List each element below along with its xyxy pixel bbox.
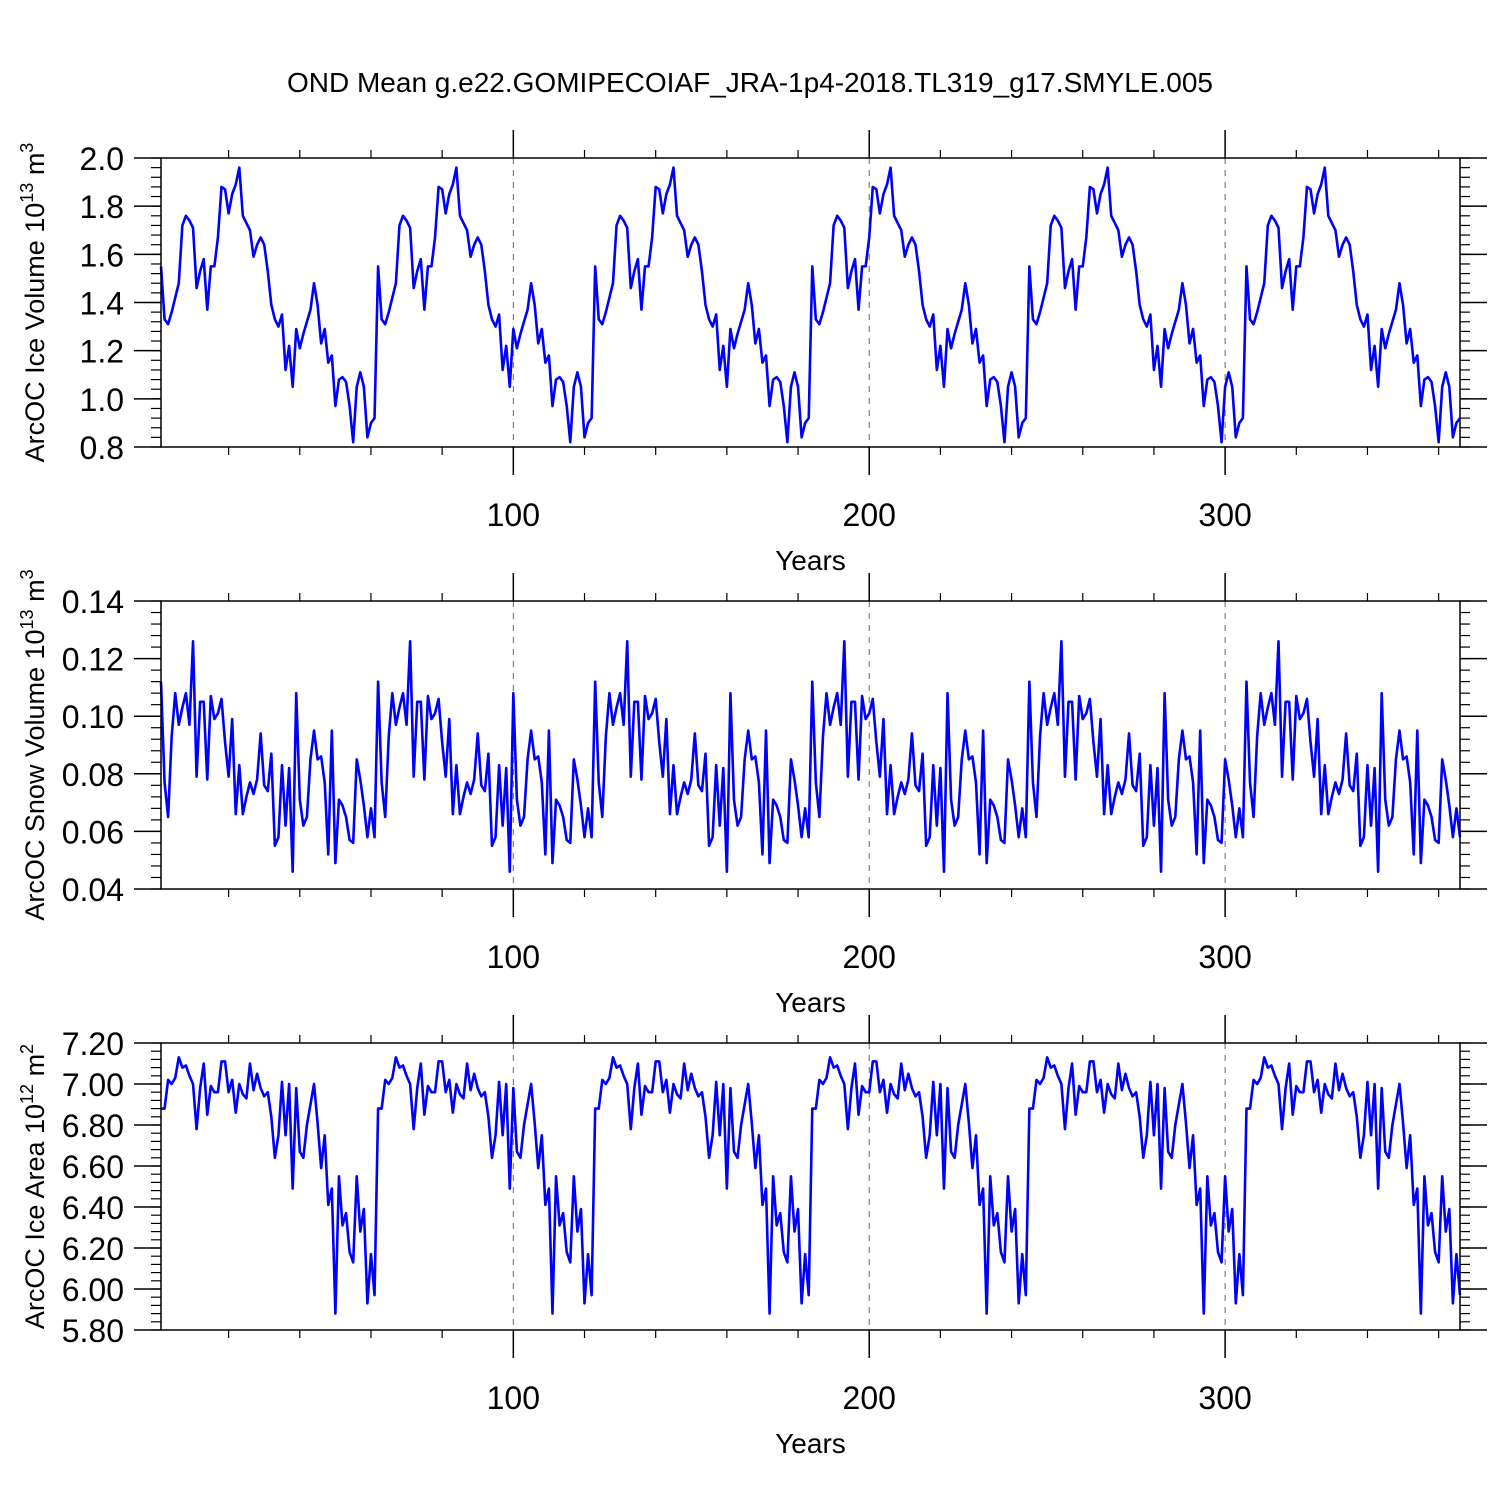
plot-frame — [160, 600, 1461, 890]
y-axis-unit-exponent: 13 — [17, 183, 37, 203]
y-tick-label: 0.08 — [62, 757, 124, 793]
x-tick-label: 300 — [1198, 497, 1251, 533]
y-axis-unit-exponent: 13 — [17, 609, 37, 629]
y-axis-title: ArcOC Ice Volume 1013 m3 — [17, 143, 50, 463]
y-tick-label: 6.80 — [62, 1108, 124, 1144]
y-tick-label: 0.8 — [80, 430, 124, 466]
y-tick-label: 1.8 — [80, 189, 124, 225]
series-line — [161, 1056, 1462, 1315]
y-tick-label: 0.06 — [62, 814, 124, 850]
x-tick-label: 200 — [843, 939, 896, 975]
y-axis-unit-power: 2 — [17, 1044, 37, 1054]
x-axis-title: Years — [775, 1428, 846, 1459]
x-tick-label: 300 — [1198, 1380, 1251, 1416]
x-tick-label: 300 — [1198, 939, 1251, 975]
y-axis-unit: m — [20, 1054, 50, 1084]
x-axis-title: Years — [775, 545, 846, 576]
x-tick-label: 100 — [487, 497, 540, 533]
y-tick-label: 0.12 — [62, 642, 124, 678]
y-axis-unit-power: 3 — [17, 569, 37, 579]
y-tick-label: 0.14 — [62, 584, 124, 620]
y-tick-label: 6.20 — [62, 1231, 124, 1267]
y-axis-unit: m — [20, 579, 50, 609]
y-axis-title: ArcOC Ice Area 1012 m2 — [17, 1044, 50, 1329]
y-axis-unit-power: 3 — [17, 143, 37, 153]
y-tick-label: 6.60 — [62, 1149, 124, 1185]
chart-panels: 100 200 300 0.8 1.0 1.2 1.4 1.6 1.8 2.0 Years ArcOC… — [17, 130, 1487, 1459]
x-tick-label: 100 — [487, 1380, 540, 1416]
x-tick-label: 200 — [843, 1380, 896, 1416]
x-axis-title: Years — [775, 987, 846, 1018]
y-tick-label: 7.20 — [62, 1026, 124, 1062]
y-tick-label: 6.40 — [62, 1190, 124, 1226]
figure-title: OND Mean g.e22.GOMIPECOIAF_JRA-1p4-2018.… — [287, 67, 1213, 98]
x-tick-label: 200 — [843, 497, 896, 533]
series-line — [159, 640, 1462, 874]
y-tick-label: 0.10 — [62, 699, 124, 735]
y-tick-label: 1.2 — [80, 334, 124, 370]
chart-panel-2: 100 200 300 0.04 0.06 0.08 0.10 0.12 0.14 Years Ar… — [17, 569, 1487, 1018]
y-axis-title-text: ArcOC Snow Volume 10 — [20, 629, 50, 920]
y-tick-label: 6.00 — [62, 1272, 124, 1308]
y-axis-unit: m — [20, 153, 50, 183]
y-axis-title-text: ArcOC Ice Volume 10 — [20, 203, 50, 463]
series-line — [159, 166, 1462, 444]
chart-panel-1: 100 200 300 0.8 1.0 1.2 1.4 1.6 1.8 2.0 Years ArcOC… — [17, 130, 1487, 576]
y-tick-label: 0.04 — [62, 872, 124, 908]
y-axis-unit-exponent: 12 — [17, 1084, 37, 1104]
y-axis-title: ArcOC Snow Volume 1013 m3 — [17, 569, 50, 920]
y-tick-label: 2.0 — [80, 141, 124, 177]
y-axis-title-text: ArcOC Ice Area 10 — [20, 1104, 50, 1329]
plot-frame — [160, 1042, 1461, 1331]
x-tick-label: 100 — [487, 939, 540, 975]
chart-panel-3: 100 200 300 5.80 6.00 6.20 6.40 6.60 6.80 7.00 7.2… — [17, 1015, 1487, 1459]
y-tick-label: 7.00 — [62, 1067, 124, 1103]
y-tick-label: 1.0 — [80, 382, 124, 418]
y-tick-label: 1.4 — [80, 286, 124, 322]
y-tick-label: 5.80 — [62, 1313, 124, 1349]
y-tick-label: 1.6 — [80, 237, 124, 273]
